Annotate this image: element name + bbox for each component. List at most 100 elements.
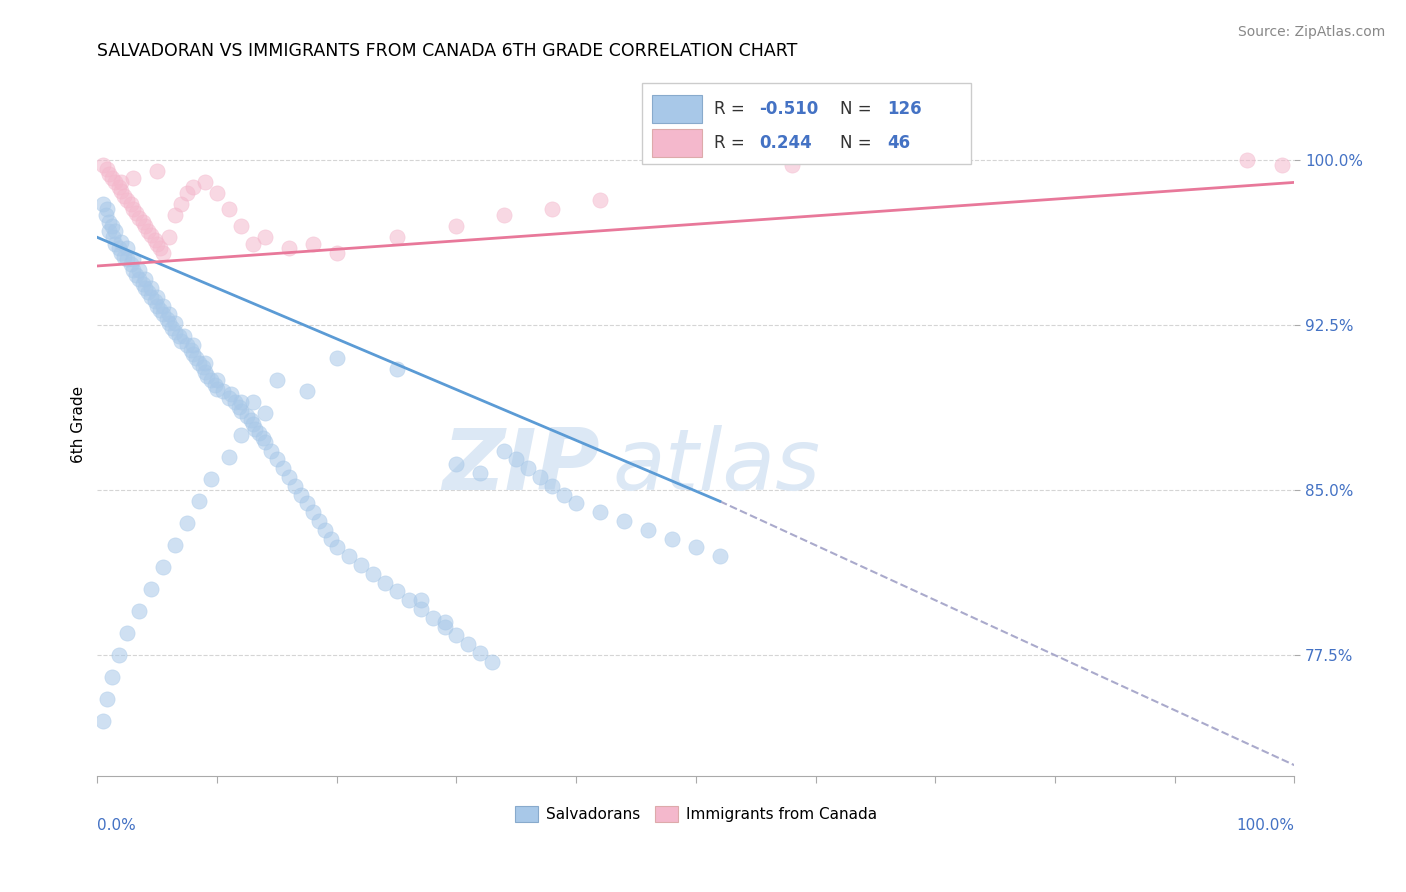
Text: Source: ZipAtlas.com: Source: ZipAtlas.com [1237,25,1385,39]
Point [112,250,135,264]
Point [314,523,336,537]
Text: SALVADORAN VS IMMIGRANTS FROM CANADA 6TH GRADE CORRELATION CHART: SALVADORAN VS IMMIGRANTS FROM CANADA 6TH… [97,42,797,60]
Point [252,430,274,444]
Point [229,219,252,234]
Y-axis label: 6th Grade: 6th Grade [72,385,86,463]
Point [589,505,612,519]
Text: 0.244: 0.244 [759,134,813,152]
Point [146,290,169,304]
FancyBboxPatch shape [651,95,702,123]
Point [146,237,169,252]
Point [253,434,276,449]
Point [104,175,127,189]
Point [200,373,222,387]
Point [143,294,166,309]
Point [152,299,174,313]
Point [170,334,193,348]
Point [481,655,503,669]
Point [197,368,219,383]
Point [100,171,122,186]
Point [98,215,121,229]
Point [134,219,156,234]
Point [132,277,155,291]
Point [108,241,131,255]
Point [91,158,114,172]
Text: 100.0%: 100.0% [1236,819,1295,833]
Point [91,197,114,211]
Point [218,391,240,405]
Point [104,237,127,252]
Point [101,230,124,244]
Point [128,263,150,277]
Point [128,211,150,225]
Point [167,329,190,343]
Point [446,628,468,642]
Point [165,325,187,339]
Point [180,343,202,357]
Point [409,593,432,607]
Point [295,496,318,510]
Point [218,450,240,465]
FancyBboxPatch shape [643,83,972,164]
Point [117,626,139,640]
Point [301,237,323,252]
Point [517,461,540,475]
Point [157,230,180,244]
Point [385,230,408,244]
Point [470,646,492,660]
Point [253,406,276,420]
Point [242,237,264,252]
Point [141,582,163,597]
Point [132,215,155,229]
Point [149,302,172,317]
Legend: Salvadorans, Immigrants from Canada: Salvadorans, Immigrants from Canada [509,800,883,829]
Point [128,604,150,618]
Point [120,257,142,271]
Point [96,162,118,177]
Text: 46: 46 [887,134,911,152]
Point [685,541,707,555]
Point [110,245,132,260]
Point [284,479,307,493]
Point [194,175,217,189]
Point [212,384,235,399]
Point [271,461,294,475]
Point [221,386,243,401]
Point [290,488,312,502]
Point [188,494,211,508]
Point [181,347,204,361]
Point [165,538,187,552]
Point [194,365,217,379]
Point [184,351,207,366]
Point [112,188,135,202]
Point [295,384,318,399]
Point [165,208,187,222]
Point [260,443,283,458]
Point [104,224,127,238]
Text: -0.510: -0.510 [759,100,818,118]
Point [1236,153,1258,168]
Text: R =: R = [714,134,749,152]
Point [181,338,204,352]
Point [433,620,456,634]
Point [117,193,139,207]
Point [124,268,146,282]
Point [247,426,270,441]
Point [494,443,516,458]
Point [505,452,527,467]
Point [494,208,516,222]
Point [409,602,432,616]
Point [122,252,145,267]
Point [218,202,240,216]
Point [326,541,349,555]
Point [98,224,121,238]
Point [176,186,198,201]
Point [157,307,180,321]
Point [446,457,468,471]
Point [108,179,131,194]
Point [176,516,198,531]
Point [266,452,288,467]
Point [136,224,159,238]
Point [157,316,180,330]
Point [541,202,564,216]
